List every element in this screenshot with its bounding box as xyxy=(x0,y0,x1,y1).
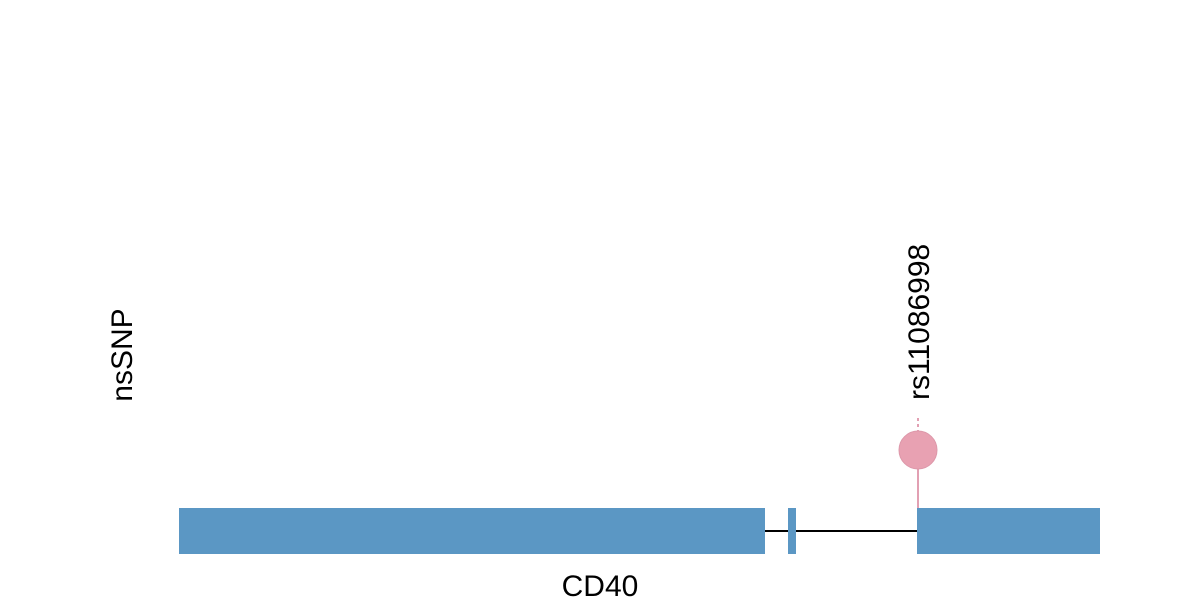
snp-marker xyxy=(898,430,938,470)
exon xyxy=(788,508,796,554)
track-label: nsSNP xyxy=(106,308,139,401)
exon xyxy=(917,508,1100,554)
snp-label: rs11086998 xyxy=(903,244,936,400)
gene-label: CD40 xyxy=(562,570,639,600)
exon xyxy=(179,508,765,554)
